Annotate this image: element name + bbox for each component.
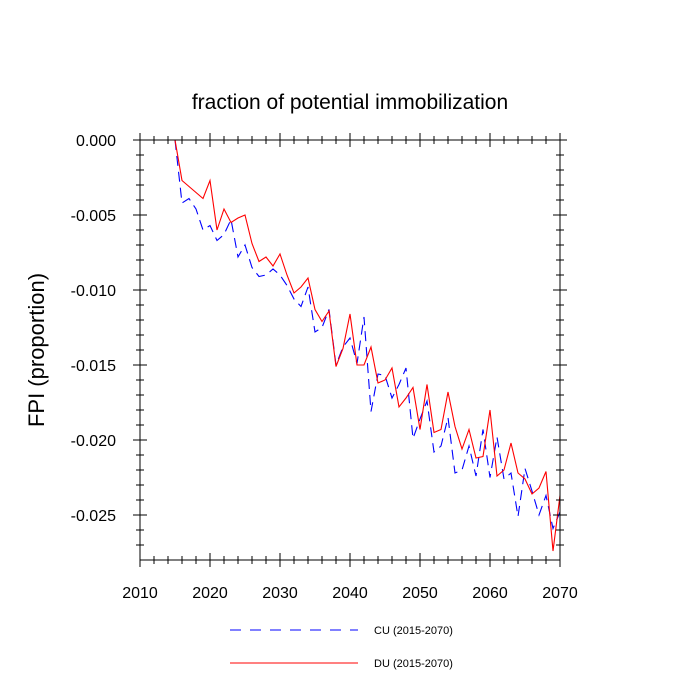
x-tick-label: 2040	[332, 585, 368, 602]
ticks-layer: 2010 2020 2030 2040 2050 2060 2070 0.000 -0.005 -…	[71, 133, 578, 602]
chart-title: fraction of potential immobilization	[192, 91, 508, 114]
series-layer	[174, 139, 561, 552]
x-tick-label: 2060	[472, 585, 508, 602]
series-line-du	[174, 139, 561, 552]
x-tick-label: 2010	[122, 585, 158, 602]
plot-frame	[139, 139, 561, 561]
y-tick-label: -0.025	[71, 508, 116, 525]
legend: CU (2015-2070) DU (2015-2070)	[230, 625, 453, 670]
y-tick-label: -0.020	[71, 433, 116, 450]
y-tick-label: -0.005	[71, 208, 116, 225]
x-tick-label: 2020	[192, 585, 228, 602]
y-tick-label: -0.015	[71, 358, 116, 375]
y-axis-label: FPI (proportion)	[24, 273, 49, 427]
legend-label: CU (2015-2070)	[374, 625, 453, 637]
x-tick-label: 2070	[542, 585, 578, 602]
x-tick-label: 2030	[262, 585, 298, 602]
y-tick-label: -0.010	[71, 283, 116, 300]
y-tick-label: 0.000	[76, 133, 116, 150]
series-line-cu	[174, 139, 561, 531]
x-tick-label: 2050	[402, 585, 438, 602]
legend-label: DU (2015-2070)	[374, 658, 453, 670]
